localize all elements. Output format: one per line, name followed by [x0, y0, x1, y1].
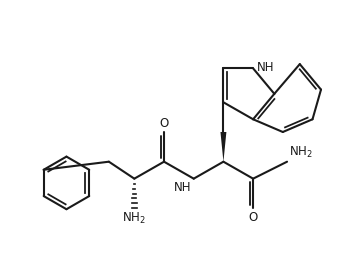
Text: O: O — [248, 211, 258, 224]
Polygon shape — [220, 132, 226, 162]
Text: NH: NH — [174, 181, 191, 194]
Text: NH$_2$: NH$_2$ — [122, 211, 146, 226]
Text: O: O — [159, 117, 169, 130]
Text: NH$_2$: NH$_2$ — [289, 144, 313, 159]
Text: NH: NH — [257, 61, 274, 74]
